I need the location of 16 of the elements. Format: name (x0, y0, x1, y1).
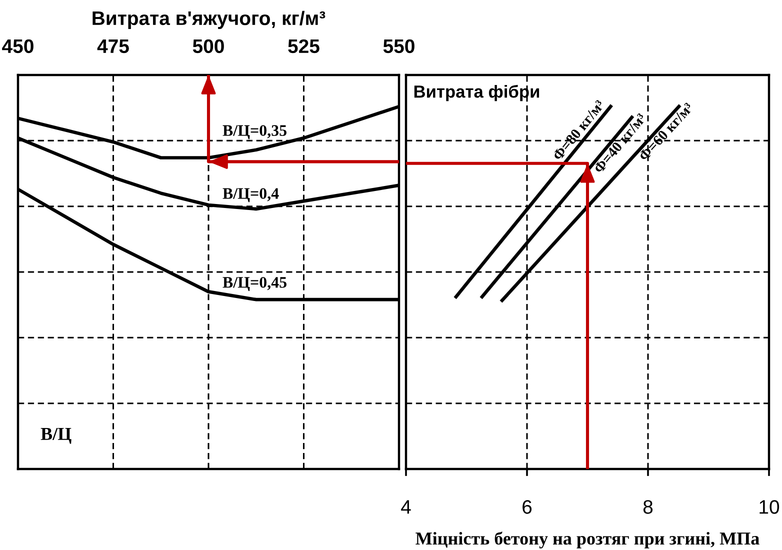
x-tick-label: 4 (401, 500, 411, 514)
series-label: В/Ц=0,4 (222, 188, 279, 202)
series-label: В/Ц=0,45 (222, 276, 286, 292)
y-axis-title: В/Ц (40, 428, 72, 444)
x-tick-label: 500 (192, 39, 224, 54)
x-tick-label: 475 (97, 40, 129, 54)
x-tick-label: 6 (522, 500, 532, 514)
x-tick-label: 8 (643, 500, 653, 514)
x-axis-title: Міцність бетону на розтяг при згині, МПа (416, 532, 760, 548)
x-tick-label: 10 (760, 500, 780, 514)
x-tick-label: 525 (288, 39, 320, 54)
chart-title: Витрата фібри (414, 84, 540, 102)
x-axis-title: Витрата в'яжучого, кг/м³ (92, 10, 326, 29)
x-tick-label: 450 (2, 39, 34, 54)
series-label: В/Ц=0,35 (222, 125, 286, 140)
x-tick-label: 550 (383, 39, 414, 54)
